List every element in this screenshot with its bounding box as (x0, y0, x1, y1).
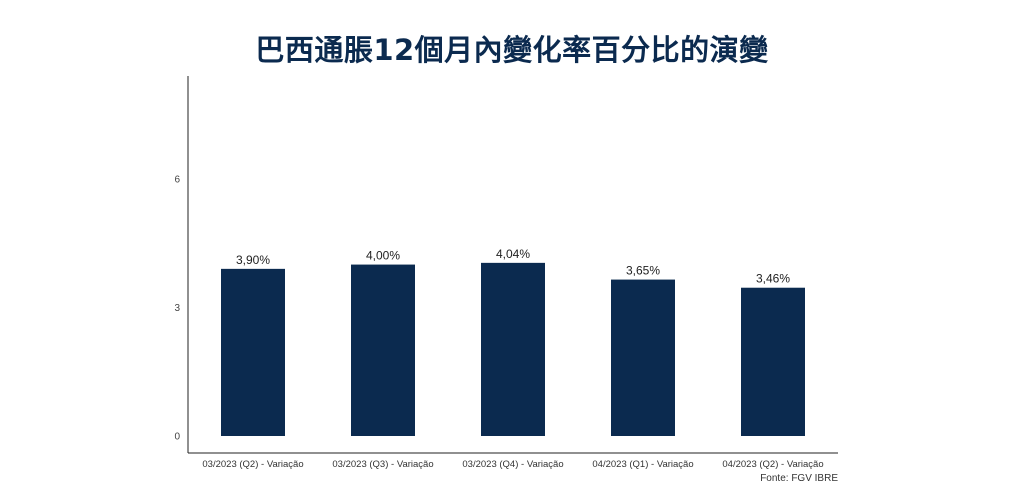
bar (741, 287, 805, 436)
category-label: 03/2023 (Q2) - Variação (202, 459, 303, 470)
source-label: Fonte: FGV IBRE (760, 473, 838, 484)
chart-title: 巴西通脹12個月內變化率百分比的演變 (255, 33, 769, 67)
y-axis: 0 3 6 (174, 76, 189, 453)
data-labels: 3,90% 4,00% 4,04% 3,65% 3,46% (236, 247, 790, 286)
category-label: 04/2023 (Q2) - Variação (722, 459, 823, 470)
data-label: 3,90% (236, 253, 270, 267)
category-label: 03/2023 (Q3) - Variação (332, 459, 433, 470)
data-label: 3,65% (626, 264, 660, 278)
y-tick-label: 0 (174, 432, 180, 443)
bar (351, 264, 415, 436)
category-label: 04/2023 (Q1) - Variação (592, 459, 693, 470)
data-label: 4,00% (366, 249, 400, 263)
bars (221, 262, 805, 436)
bar (221, 268, 285, 436)
y-tick-label: 3 (174, 303, 180, 314)
bar (481, 262, 545, 436)
category-labels: 03/2023 (Q2) - Variação 03/2023 (Q3) - Va… (202, 459, 823, 470)
y-tick-label: 6 (174, 174, 180, 185)
bar (611, 279, 675, 436)
category-label: 03/2023 (Q4) - Variação (462, 459, 563, 470)
data-label: 4,04% (496, 247, 530, 261)
data-label: 3,46% (756, 272, 790, 286)
